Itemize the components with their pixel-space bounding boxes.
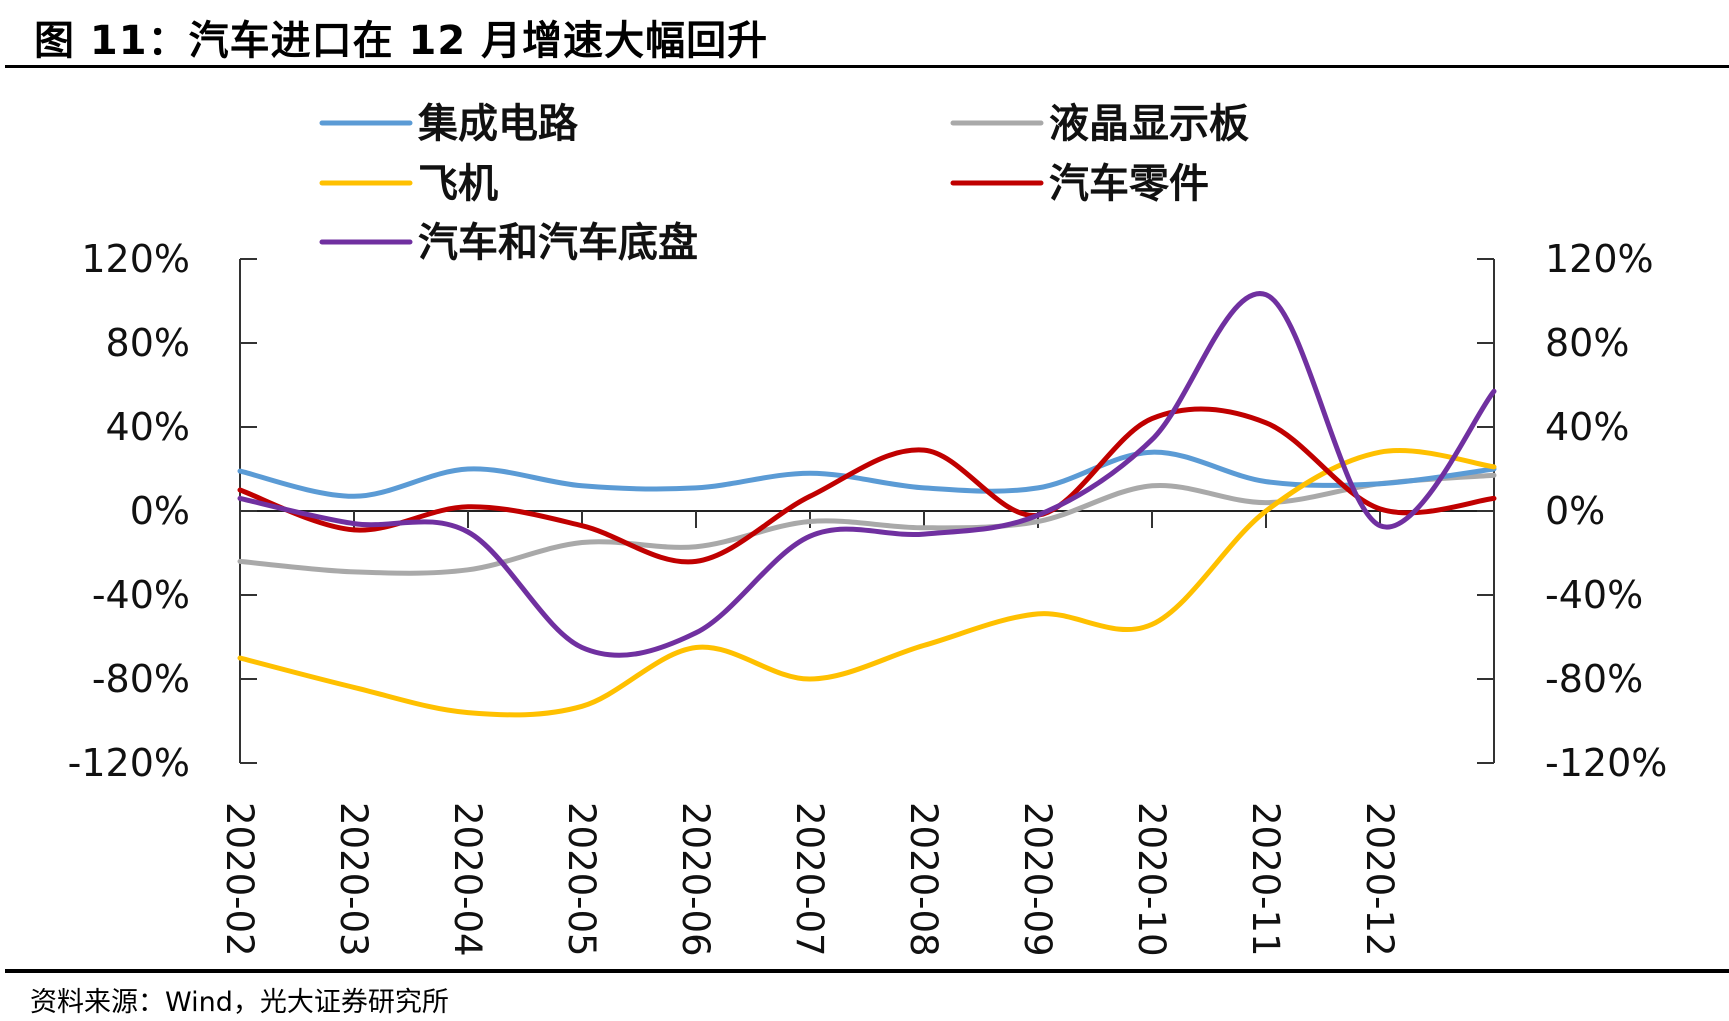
source-note: 资料来源：Wind，光大证券研究所 <box>30 987 449 1018</box>
source-rule <box>5 969 1729 973</box>
axes: 120% 120% 80% 80% 40% 40% 0% 0% -40% -40% -80% -80%… <box>68 237 1668 957</box>
right-y-tick-label: 80% <box>1545 321 1629 365</box>
legend-label-4: 汽车和汽车底盘 <box>418 220 698 266</box>
legend-label-0: 集成电路 <box>417 101 579 147</box>
left-y-tick-label: 0% <box>130 489 190 533</box>
legend-label-2: 飞机 <box>418 161 498 207</box>
legend-label-3: 汽车零件 <box>1049 161 1209 207</box>
title-rule <box>5 65 1729 68</box>
left-y-tick-label: 40% <box>106 405 190 449</box>
left-y-tick-label: 120% <box>81 237 190 281</box>
series-line-2 <box>237 448 1497 718</box>
left-y-tick-label: -120% <box>68 741 190 785</box>
x-tick-label: 2020-10 <box>1130 802 1173 957</box>
right-y-tick-label: -120% <box>1545 741 1667 785</box>
x-tick-label: 2020-11 <box>1244 802 1287 957</box>
series-line-3 <box>237 406 1497 565</box>
x-tick-label: 2020-06 <box>674 802 717 957</box>
x-tick-label: 2020-12 <box>1358 802 1401 957</box>
series-line-0 <box>237 449 1497 499</box>
right-y-tick-label: -40% <box>1545 573 1643 617</box>
right-y-tick-label: 120% <box>1545 237 1654 281</box>
left-y-tick-label: 80% <box>106 321 190 365</box>
left-y-tick-label: -80% <box>92 657 190 701</box>
x-tick-label: 2020-07 <box>788 802 831 957</box>
x-tick-label: 2020-02 <box>218 802 261 957</box>
x-tick-label: 2020-05 <box>560 802 603 957</box>
right-y-tick-label: 0% <box>1545 489 1605 533</box>
legend-label-1: 液晶显示板 <box>1049 101 1249 147</box>
right-y-tick-label: 40% <box>1545 405 1629 449</box>
x-tick-label: 2020-08 <box>902 802 945 957</box>
x-tick-label: 2020-09 <box>1016 802 1059 957</box>
left-y-tick-label: -40% <box>92 573 190 617</box>
series-lines <box>237 291 1497 718</box>
x-tick-label: 2020-04 <box>446 802 489 957</box>
right-y-tick-label: -80% <box>1545 657 1643 701</box>
figure-title: 图 11：汽车进口在 12 月增速大幅回升 <box>34 18 769 64</box>
series-line-4 <box>237 291 1497 658</box>
x-tick-label: 2020-03 <box>332 802 375 957</box>
